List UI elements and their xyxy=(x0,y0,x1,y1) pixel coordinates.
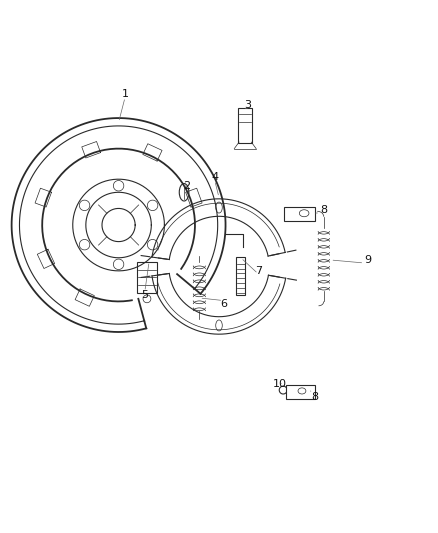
Text: 8: 8 xyxy=(311,392,318,402)
Text: 9: 9 xyxy=(364,255,371,265)
Text: 3: 3 xyxy=(244,100,251,110)
Ellipse shape xyxy=(299,210,309,217)
FancyBboxPatch shape xyxy=(285,207,314,221)
Ellipse shape xyxy=(298,388,306,394)
Text: 6: 6 xyxy=(220,298,227,309)
Ellipse shape xyxy=(216,320,222,331)
Ellipse shape xyxy=(216,202,222,213)
FancyBboxPatch shape xyxy=(138,262,156,293)
FancyBboxPatch shape xyxy=(286,385,314,399)
Ellipse shape xyxy=(179,183,189,201)
Text: 5: 5 xyxy=(141,290,148,300)
Text: 4: 4 xyxy=(211,172,218,182)
Text: 8: 8 xyxy=(320,205,327,215)
Text: 10: 10 xyxy=(273,379,287,390)
Text: 7: 7 xyxy=(255,266,262,276)
FancyBboxPatch shape xyxy=(238,108,252,143)
FancyBboxPatch shape xyxy=(237,257,245,295)
Text: 2: 2 xyxy=(183,181,190,191)
Text: 1: 1 xyxy=(122,89,129,99)
